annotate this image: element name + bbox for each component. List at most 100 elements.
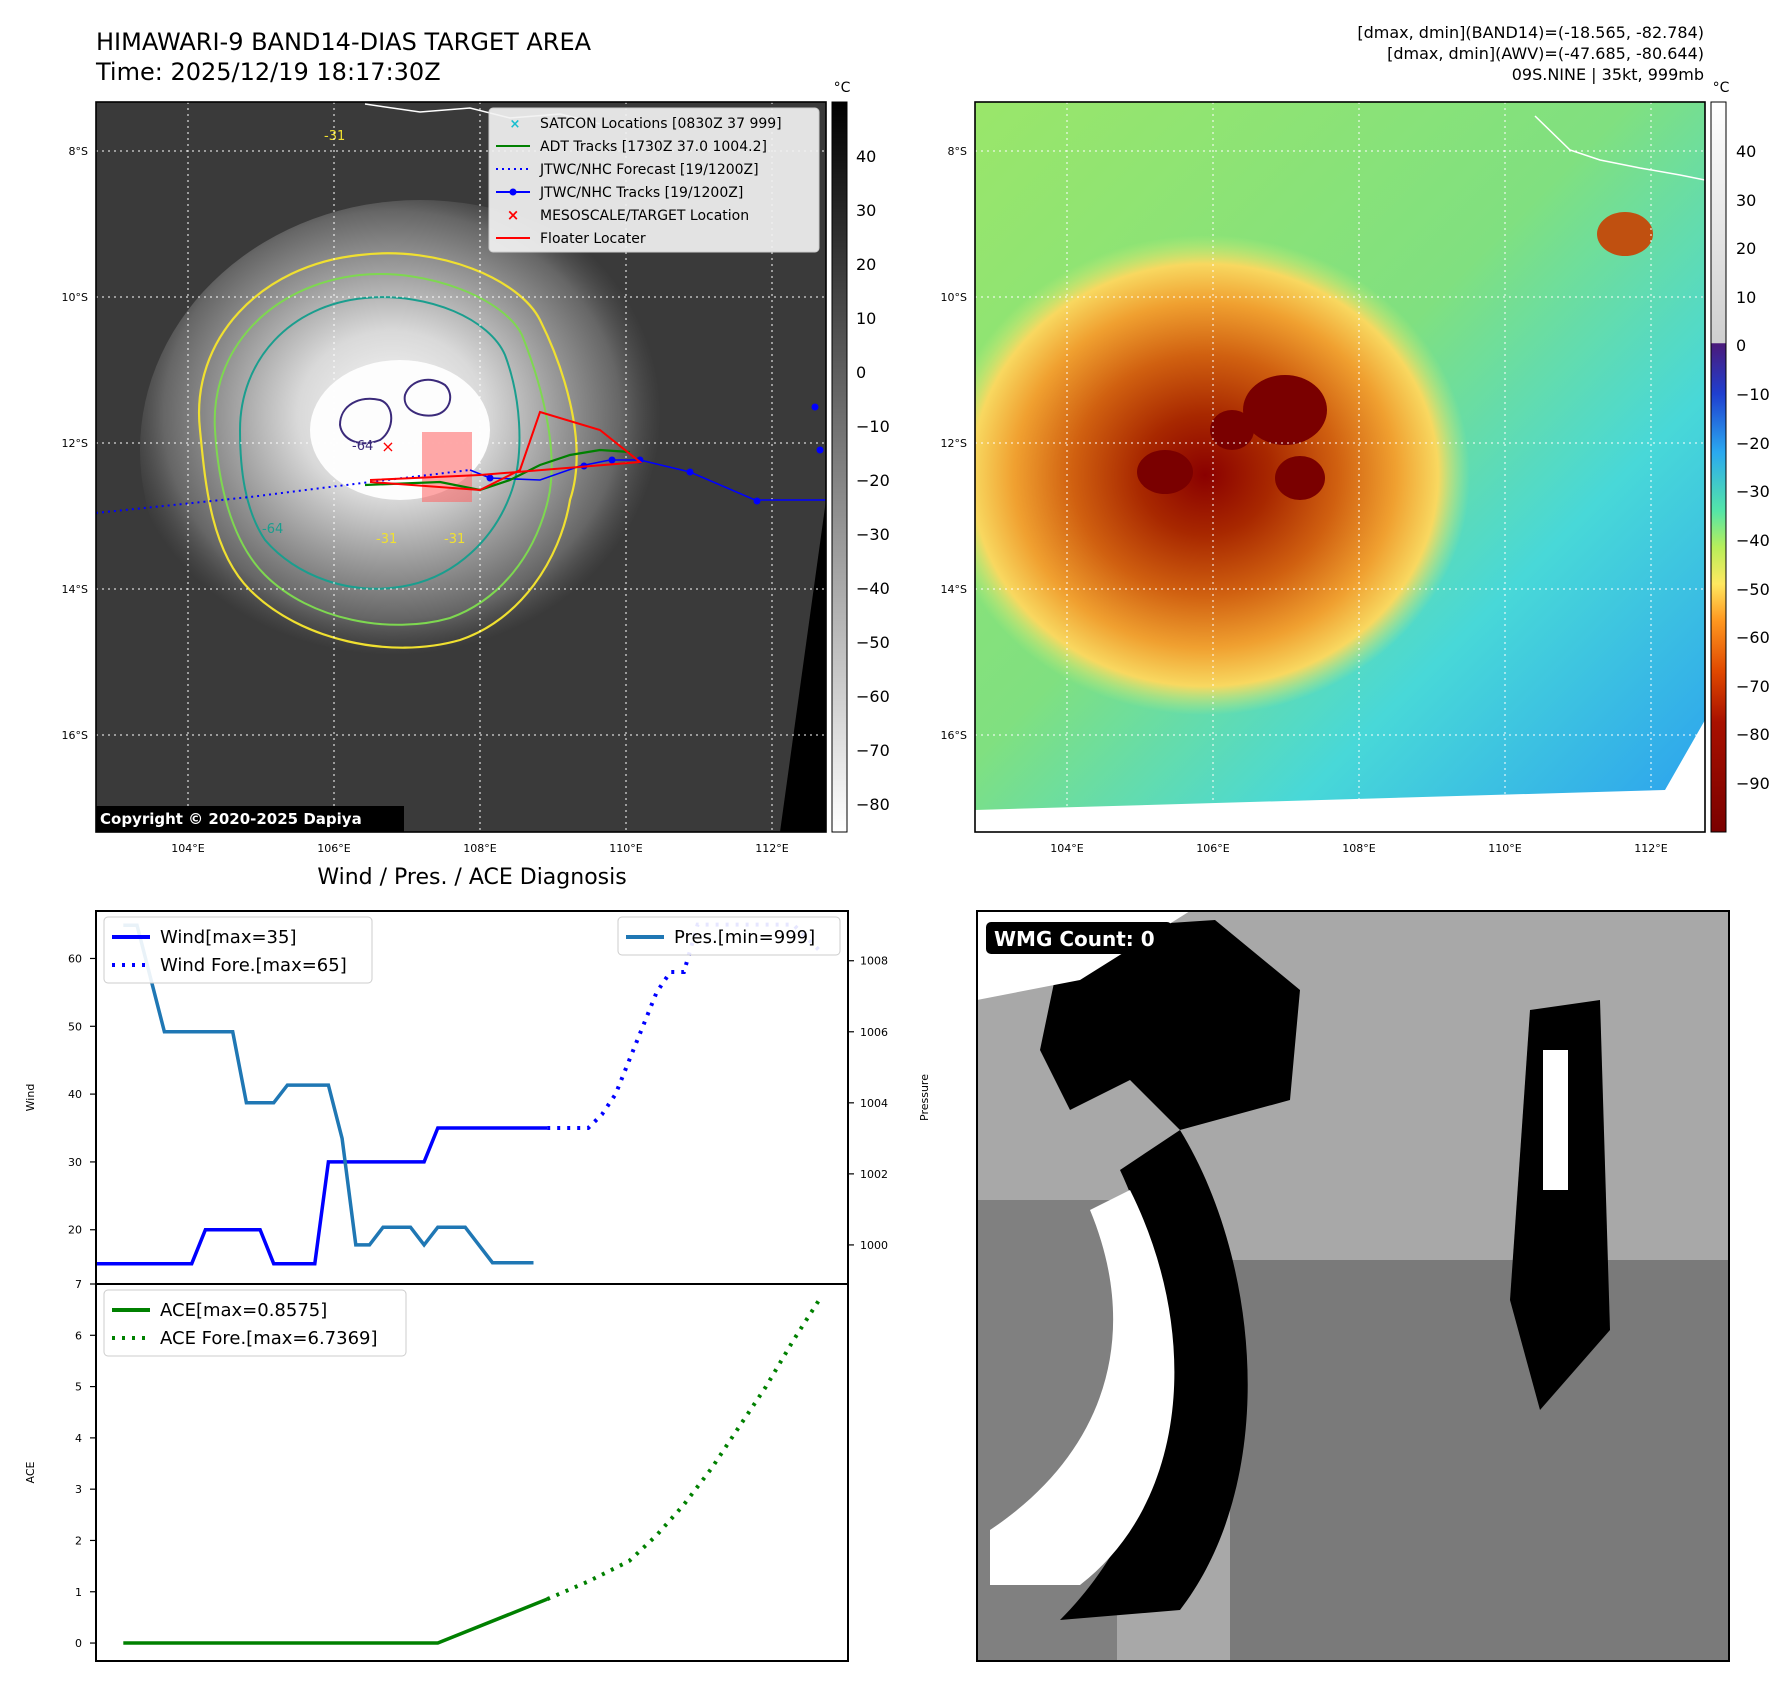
svg-text:12°S: 12°S bbox=[62, 437, 88, 450]
y-tick-label: 6 bbox=[75, 1329, 82, 1342]
stats-line-2: [dmax, dmin](AWV)=(-47.685, -80.644) bbox=[1387, 44, 1704, 63]
svg-text:108°E: 108°E bbox=[1342, 842, 1375, 855]
svg-text:−30: −30 bbox=[856, 525, 890, 544]
wind-legend: Wind[max=35] Wind Fore.[max=65] bbox=[103, 916, 373, 984]
wmg-black-band-top bbox=[1040, 920, 1300, 1130]
cloud-patch-ne bbox=[1597, 212, 1653, 256]
svg-text:JTWC/NHC Tracks [19/1200Z]: JTWC/NHC Tracks [19/1200Z] bbox=[539, 185, 743, 201]
wmg-count-label: WMG Count: 0 bbox=[994, 927, 1155, 951]
contour-lightgreen bbox=[213, 273, 553, 626]
color-lon-labels: 104°E 106°E 108°E 110°E 112°E bbox=[1050, 842, 1667, 855]
wmg-label-box bbox=[986, 922, 1172, 954]
wmg-black-arc bbox=[1060, 1130, 1248, 1620]
gray-colorbar-ticks: 40 30 20 10 0 −10 −20 −30 −40 −50 −60 −7… bbox=[856, 147, 890, 814]
y-tick-label: 2 bbox=[75, 1534, 82, 1547]
legend-label: Wind Fore.[max=65] bbox=[160, 955, 347, 976]
svg-text:8°S: 8°S bbox=[948, 145, 967, 158]
wind-pressure-chart: 20 30 40 50 60 1000 1002 1004 1006 1008 Wind Pressu… bbox=[24, 910, 931, 1285]
graticule-color bbox=[975, 102, 1705, 832]
y-axis-label: Wind bbox=[24, 1084, 37, 1112]
y-tick-label: 5 bbox=[75, 1381, 82, 1394]
y-tick-label: 3 bbox=[75, 1483, 82, 1496]
svg-text:10°S: 10°S bbox=[941, 291, 967, 304]
color-map-frame bbox=[974, 101, 1706, 833]
legend-box bbox=[103, 916, 373, 984]
stats-line-3: 09S.NINE | 35kt, 999mb bbox=[1512, 65, 1704, 84]
series-line-0 bbox=[96, 1126, 548, 1266]
contour-label-1: -64 bbox=[352, 439, 373, 454]
jtwc-track-points bbox=[486, 403, 824, 505]
contour-label-5: -31 bbox=[444, 532, 465, 547]
ir-map-legend: × SATCON Locations [0830Z 37 999] ADT Tr… bbox=[488, 107, 820, 253]
wmg-white-streak bbox=[1543, 1050, 1568, 1190]
svg-text:MESOSCALE/TARGET Location: MESOSCALE/TARGET Location bbox=[540, 208, 749, 224]
y-right-tick-label: 1004 bbox=[860, 1097, 888, 1110]
svg-text:10: 10 bbox=[1736, 288, 1756, 307]
contour-yellow bbox=[197, 252, 578, 649]
storm-core-2 bbox=[1210, 410, 1254, 450]
color-colorbar-ticks: 40 30 20 10 0 −10 −20 −30 −40 −50 −60 −7… bbox=[1736, 142, 1770, 793]
svg-text:104°E: 104°E bbox=[171, 842, 204, 855]
wmg-dark-bottom bbox=[1230, 1260, 1729, 1660]
contour-label-3: -31 bbox=[324, 129, 345, 144]
contour-navy-1 bbox=[338, 397, 393, 445]
svg-text:14°S: 14°S bbox=[941, 583, 967, 596]
svg-text:−60: −60 bbox=[856, 687, 890, 706]
svg-text:−80: −80 bbox=[856, 795, 890, 814]
y-tick-label: 0 bbox=[75, 1637, 82, 1650]
ir-lon-labels: 104°E 106°E 108°E 110°E 112°E bbox=[171, 842, 788, 855]
svg-text:12°S: 12°S bbox=[941, 437, 967, 450]
svg-text:30: 30 bbox=[1736, 191, 1756, 210]
svg-text:20: 20 bbox=[1736, 239, 1756, 258]
y-tick-label: 30 bbox=[68, 1156, 82, 1169]
storm-core-1 bbox=[1243, 375, 1327, 445]
svg-text:−40: −40 bbox=[1736, 531, 1770, 550]
svg-text:10°S: 10°S bbox=[62, 291, 88, 304]
y-tick-label: 20 bbox=[68, 1224, 82, 1237]
svg-text:JTWC/NHC Forecast [19/1200Z]: JTWC/NHC Forecast [19/1200Z] bbox=[539, 162, 759, 178]
legend-box bbox=[103, 1289, 407, 1357]
svg-text:−70: −70 bbox=[1736, 677, 1770, 696]
svg-text:14°S: 14°S bbox=[62, 583, 88, 596]
y-tick-label: 1 bbox=[75, 1586, 82, 1599]
series-line-1 bbox=[547, 922, 823, 1130]
legend-item-satcon: × SATCON Locations [0830Z 37 999] bbox=[510, 116, 782, 132]
floater-track bbox=[369, 410, 643, 492]
stats-line-1: [dmax, dmin](BAND14)=(-18.565, -82.784) bbox=[1357, 23, 1704, 42]
svg-text:106°E: 106°E bbox=[317, 842, 350, 855]
legend-label: Wind[max=35] bbox=[160, 927, 297, 948]
color-lat-labels: 8°S 10°S 12°S 14°S 16°S bbox=[941, 145, 967, 742]
svg-text:−10: −10 bbox=[856, 417, 890, 436]
svg-text:30: 30 bbox=[856, 201, 876, 220]
legend-label: ACE Fore.[max=6.7369] bbox=[160, 1328, 378, 1349]
series-line-2 bbox=[123, 923, 534, 1265]
svg-text:−30: −30 bbox=[1736, 482, 1770, 501]
series-line-1 bbox=[546, 1296, 823, 1601]
storm-core-3 bbox=[1275, 456, 1325, 500]
legend-label: Pres.[min=999] bbox=[674, 927, 815, 948]
svg-text:−20: −20 bbox=[1736, 434, 1770, 453]
plot-frame bbox=[95, 1283, 849, 1662]
svg-text:16°S: 16°S bbox=[941, 729, 967, 742]
wmg-panel: WMG Count: 0 bbox=[976, 910, 1730, 1662]
wmg-black-band-right bbox=[1510, 1000, 1610, 1410]
svg-text:10: 10 bbox=[856, 309, 876, 328]
wmg-white-arc bbox=[990, 1190, 1175, 1585]
copyright-text: Copyright © 2020-2025 Dapiya bbox=[100, 810, 362, 828]
legend-item-adt: ADT Tracks [1730Z 37.0 1004.2] bbox=[496, 139, 767, 155]
svg-text:SATCON Locations [0830Z 37 999: SATCON Locations [0830Z 37 999] bbox=[540, 116, 782, 132]
svg-text:−70: −70 bbox=[856, 741, 890, 760]
svg-text:×: × bbox=[510, 117, 521, 132]
legend-item-target: × MESOSCALE/TARGET Location bbox=[507, 206, 749, 224]
y-axis-label: ACE bbox=[24, 1461, 37, 1483]
color-map-panel: 8°S 10°S 12°S 14°S 16°S 104°E 106°E 108°… bbox=[941, 80, 1770, 855]
y-tick-label: 50 bbox=[68, 1020, 82, 1033]
floater-box bbox=[422, 432, 472, 502]
y-right-tick-label: 1000 bbox=[860, 1239, 888, 1252]
ir-map-frame bbox=[95, 101, 827, 833]
svg-text:Floater Locater: Floater Locater bbox=[540, 231, 646, 247]
svg-text:8°S: 8°S bbox=[69, 145, 88, 158]
storm-outer bbox=[975, 235, 1470, 715]
legend-label: ACE[max=0.8575] bbox=[160, 1300, 327, 1321]
